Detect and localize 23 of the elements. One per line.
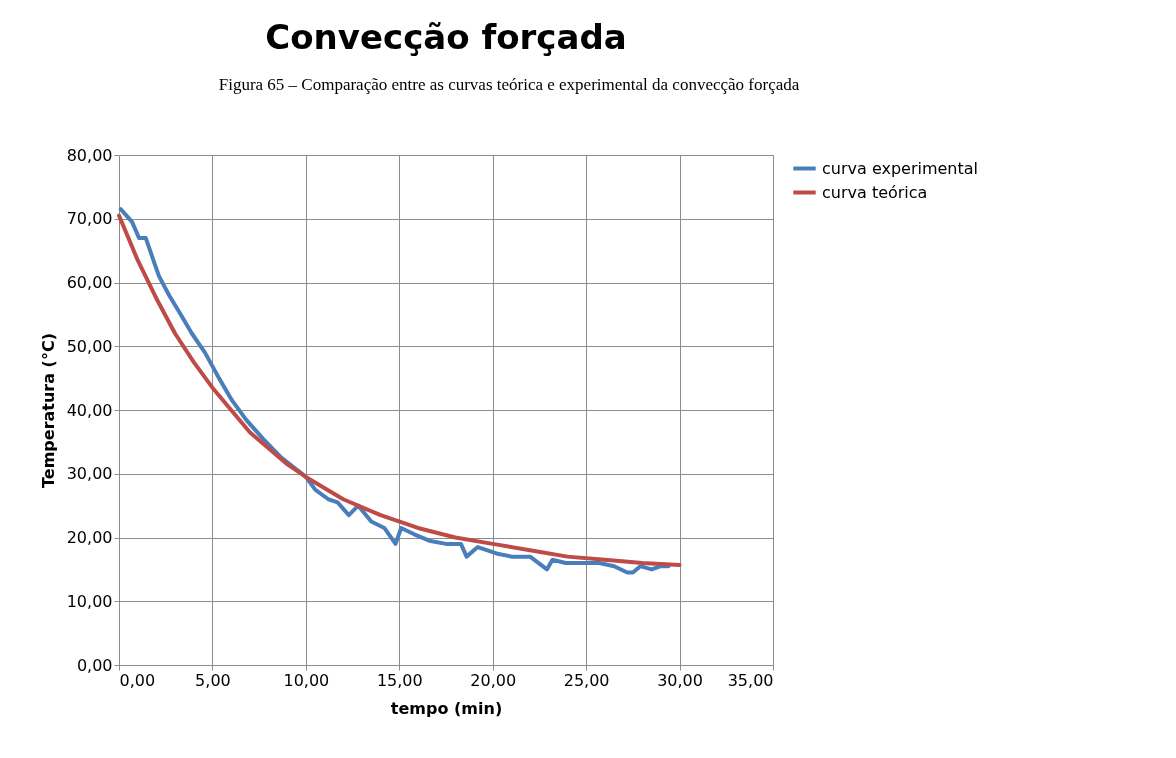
x-tick-label: 20,00 [470, 670, 517, 690]
x-tick-label: 10,00 [283, 670, 330, 690]
x-axis-title: tempo (min) [390, 698, 503, 718]
legend-label: curva teórica [822, 182, 928, 202]
chart-title: Convecção forçada [265, 17, 627, 57]
y-tick-label: 50,00 [66, 336, 113, 356]
y-tick-label: 0,00 [76, 655, 113, 675]
x-tick-label: 0,00 [119, 670, 156, 690]
x-tick-label: 30,00 [657, 670, 703, 690]
x-tick-label: 15,00 [376, 670, 423, 690]
x-tick-label: 25,00 [563, 670, 610, 690]
y-tick-label: 40,00 [66, 400, 113, 420]
y-tick-label: 70,00 [66, 209, 113, 229]
y-tick-label: 80,00 [66, 145, 113, 165]
y-tick-label: 10,00 [66, 591, 113, 611]
y-tick-label: 60,00 [66, 273, 113, 292]
x-tick-label: 35,00 [727, 670, 774, 690]
y-axis-title: Temperatura (°C) [38, 333, 58, 488]
legend-label: curva experimental [822, 158, 979, 178]
x-tick-label: 5,00 [195, 670, 231, 690]
y-tick-label: 30,00 [66, 464, 113, 484]
text: Figura 65 – Comparação entre as curvas teórica e experimental da convecção forçada [218, 75, 800, 94]
y-tick-label: 20,00 [66, 528, 113, 547]
